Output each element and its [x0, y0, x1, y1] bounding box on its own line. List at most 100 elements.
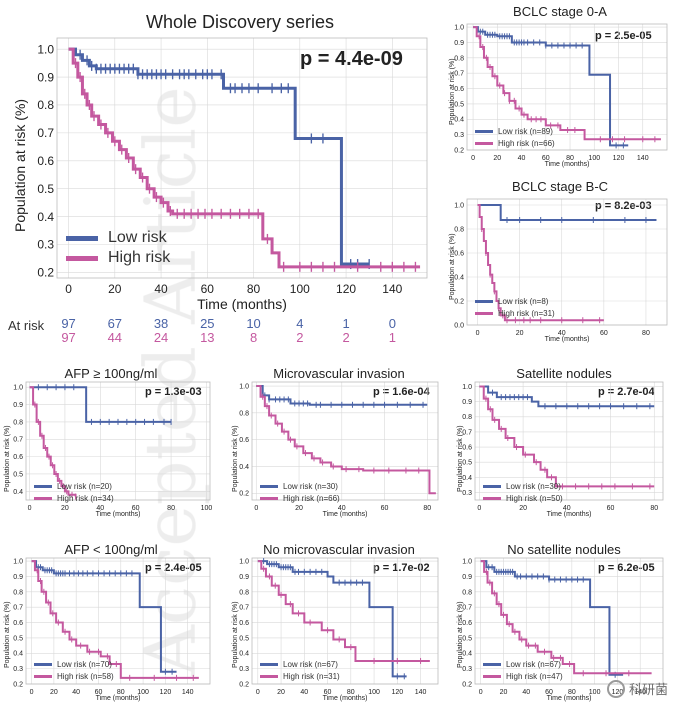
km-panel-bclc-0-a: BCLC stage 0-A p = 2.5e-05 Population at… [445, 0, 675, 170]
km-panel-satellite-nodules: Satellite nodules p = 2.7e-04 Population… [453, 362, 675, 527]
km-plot-svg: 0 20 40 60 80 0.3 0.4 0.5 0.6 0.7 0.8 0.9 1.0 [462, 381, 664, 512]
legend-label-low: Low risk (n=67) [506, 659, 561, 669]
legend: Low risk (n=30) High risk (n=66) [260, 480, 340, 504]
at-risk-high-140: 1 [388, 330, 396, 345]
legend-swatch-low [483, 662, 501, 666]
at-risk-low-100: 4 [296, 316, 304, 331]
y-tick-label: 1.0 [37, 42, 54, 56]
y-tick-label: 0.5 [13, 635, 23, 642]
x-tick-label: 140 [382, 282, 402, 296]
x-tick-label: 40 [72, 689, 80, 696]
x-tick-label: 40 [563, 505, 571, 512]
x-tick-label: 60 [542, 155, 550, 162]
p-value: p = 8.2e-03 [595, 200, 652, 212]
at-risk-low-60: 25 [200, 316, 215, 331]
x-axis-label: Time (months) [546, 695, 592, 702]
legend: Low risk (n=89) High risk (n=66) [475, 125, 555, 149]
y-tick-label: 1.0 [13, 385, 23, 392]
x-tick-label: 120 [336, 282, 356, 296]
legend-label-high: High risk (n=58) [57, 671, 114, 681]
y-tick-label: 0.9 [37, 70, 54, 84]
legend: Low risk (n=20) High risk (n=34) [34, 480, 114, 504]
y-tick-label: 0.7 [454, 71, 464, 78]
at-risk-high-100: 2 [296, 330, 304, 345]
legend-item-low: Low risk (n=30) [260, 480, 340, 492]
x-tick-label: 140 [415, 689, 427, 696]
y-tick-label: 0.2 [239, 681, 249, 688]
y-tick-label: 0.6 [239, 620, 249, 627]
p-value: p = 4.4e-09 [300, 48, 403, 70]
x-tick-label: 60 [381, 505, 389, 512]
p-value: p = 2.7e-04 [598, 386, 655, 398]
legend-label-low: Low risk (n=70) [57, 659, 112, 669]
x-tick-label: 40 [154, 282, 168, 296]
y-tick-label: 0.9 [13, 402, 23, 409]
at-risk-low-20: 67 [107, 316, 123, 331]
grid [475, 382, 663, 500]
x-tick-label: 40 [522, 689, 530, 696]
panel-title: No satellite nodules [507, 542, 621, 557]
y-tick-label: 0.3 [239, 666, 249, 673]
km-panel-main: Whole Discovery series p = 4.4e-09 Popul… [0, 0, 440, 350]
y-tick-label: 0.6 [454, 86, 464, 93]
km-panel-no-microvascular-invasion: No microvascular invasion p = 1.7e-02 Po… [228, 538, 450, 703]
y-tick-label: 0.4 [239, 651, 249, 658]
legend-label-low: Low risk (n=20) [57, 481, 112, 491]
km-panel-bclc-b-c: BCLC stage B-C p = 8.2e-03 Population at… [445, 175, 675, 345]
legend-item-high: High risk [66, 248, 170, 268]
x-tick-label: 80 [642, 330, 650, 337]
y-tick-label: 0.6 [462, 620, 472, 627]
x-tick-label: 80 [247, 282, 261, 296]
km-panel-afp-low: AFP < 100ng/ml p = 2.4e-05 Population at… [0, 538, 222, 703]
p-value: p = 1.3e-03 [145, 386, 202, 398]
x-axis-label: Time (months) [95, 695, 141, 702]
x-tick-label: 40 [96, 505, 104, 512]
x-tick-label: 80 [423, 505, 431, 512]
km-curve-high [256, 385, 436, 495]
x-axis-label: Time (months) [546, 511, 592, 518]
km-plot-svg: 0 20 40 60 80 100 0.4 0.5 0.6 0.7 0.8 0.9 1.0 [13, 381, 212, 512]
y-tick-label: 0.5 [462, 635, 472, 642]
legend-label-high: High risk (n=31) [498, 308, 555, 318]
legend-item-high: High risk (n=66) [475, 137, 555, 149]
y-tick-label: 1.0 [239, 559, 249, 566]
legend-swatch-high [66, 255, 98, 261]
at-risk-high-40: 24 [153, 330, 169, 345]
x-tick-label: 40 [518, 155, 526, 162]
y-tick-label: 0.3 [454, 132, 464, 139]
legend-label-low: Low risk (n=67) [283, 659, 338, 669]
y-tick-label: 0.2 [13, 681, 23, 688]
panel-title: Microvascular invasion [273, 366, 405, 381]
at-risk-low-0: 97 [61, 316, 76, 331]
legend-label-high: High risk (n=50) [506, 493, 563, 503]
y-tick-label: 0.6 [454, 250, 464, 257]
x-tick-label: 0 [479, 689, 483, 696]
y-tick-label: 1.0 [239, 383, 249, 390]
y-tick-label: 0.5 [239, 635, 249, 642]
y-tick-label: 1.0 [462, 559, 472, 566]
x-tick-label: 20 [516, 330, 524, 337]
legend: Low risk (n=67) High risk (n=47) [483, 658, 563, 682]
km-curve-high [257, 560, 430, 662]
km-plot-svg: 0 20 40 60 80 100 120 1400.20.30.40.50.60.70.80… [462, 557, 664, 696]
km-panel-no-satellite-nodules: No satellite nodules p = 6.2e-05 Populat… [453, 538, 675, 703]
x-tick-label: 140 [634, 689, 646, 696]
y-tick-label: 0.6 [462, 445, 472, 452]
y-tick-label: 0.4 [462, 651, 472, 658]
km-curve-low [477, 204, 657, 221]
at-risk-label: At risk [8, 318, 45, 333]
y-tick-label: 0.4 [454, 274, 464, 281]
x-tick-label: 20 [493, 155, 501, 162]
y-tick-label: 0.4 [13, 651, 23, 658]
x-tick-label: 0 [254, 505, 258, 512]
km-curve-high [473, 26, 661, 141]
y-tick-label: 0.2 [462, 681, 472, 688]
y-tick-label: 0.3 [462, 490, 472, 497]
x-tick-label: 80 [347, 689, 355, 696]
x-tick-label: 20 [108, 282, 122, 296]
brand-watermark: 科研菌 [606, 679, 668, 698]
x-tick-label: 0 [477, 505, 481, 512]
y-tick-label: 0.8 [37, 98, 54, 112]
km-panel-microvascular-invasion: Microvascular invasion p = 1.6e-04 Popul… [228, 362, 450, 527]
x-tick-label: 80 [566, 155, 574, 162]
